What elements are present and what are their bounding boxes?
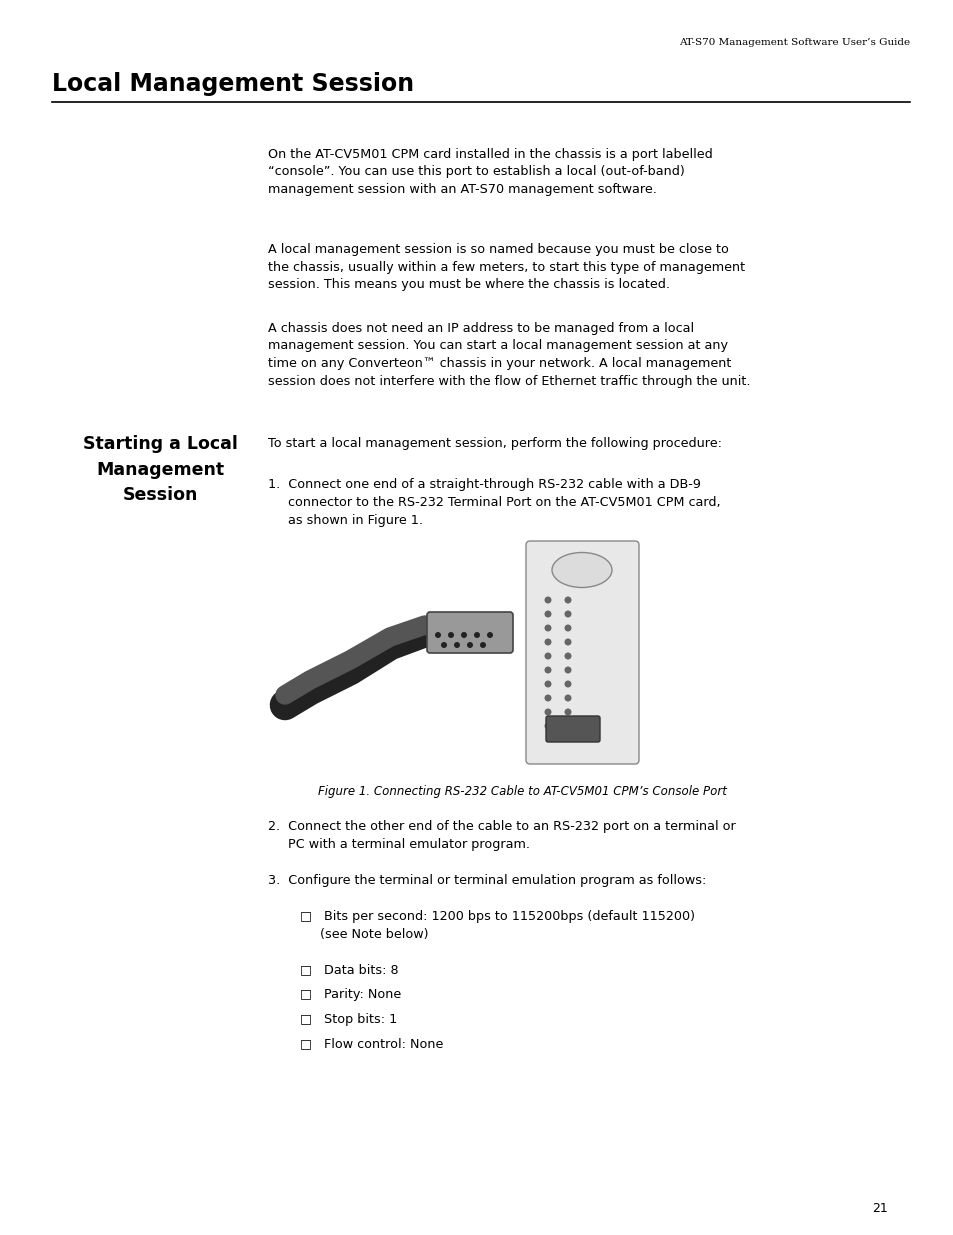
Circle shape — [486, 632, 493, 638]
Circle shape — [544, 625, 551, 631]
Text: □   Parity: None: □ Parity: None — [299, 988, 401, 1002]
Circle shape — [564, 694, 571, 701]
Circle shape — [564, 597, 571, 604]
Text: connector to the RS-232 Terminal Port on the AT-CV5M01 CPM card,: connector to the RS-232 Terminal Port on… — [268, 496, 720, 509]
Text: □   Bits per second: 1200 bps to 115200bps (default 115200): □ Bits per second: 1200 bps to 115200bps… — [299, 910, 695, 923]
Circle shape — [544, 597, 551, 604]
Circle shape — [564, 610, 571, 618]
Text: A chassis does not need an IP address to be managed from a local
management sess: A chassis does not need an IP address to… — [268, 322, 750, 388]
Text: as shown in Figure 1.: as shown in Figure 1. — [268, 514, 422, 527]
Circle shape — [544, 652, 551, 659]
Text: 1.  Connect one end of a straight-through RS-232 cable with a DB-9: 1. Connect one end of a straight-through… — [268, 478, 700, 492]
Text: 21: 21 — [871, 1202, 887, 1215]
Circle shape — [564, 709, 571, 715]
Text: Figure 1. Connecting RS-232 Cable to AT-CV5M01 CPM’s Console Port: Figure 1. Connecting RS-232 Cable to AT-… — [317, 785, 726, 798]
Circle shape — [544, 680, 551, 688]
Circle shape — [544, 610, 551, 618]
Text: A local management session is so named because you must be close to
the chassis,: A local management session is so named b… — [268, 243, 744, 291]
Ellipse shape — [552, 552, 612, 588]
Text: □   Stop bits: 1: □ Stop bits: 1 — [299, 1013, 396, 1026]
Circle shape — [564, 625, 571, 631]
Text: AT-S70 Management Software User’s Guide: AT-S70 Management Software User’s Guide — [679, 38, 909, 47]
Circle shape — [460, 632, 467, 638]
Circle shape — [544, 694, 551, 701]
Circle shape — [544, 638, 551, 646]
Circle shape — [564, 667, 571, 673]
Circle shape — [564, 680, 571, 688]
Circle shape — [467, 642, 473, 648]
FancyBboxPatch shape — [525, 541, 639, 764]
Circle shape — [544, 709, 551, 715]
Text: 2.  Connect the other end of the cable to an RS-232 port on a terminal or: 2. Connect the other end of the cable to… — [268, 820, 735, 832]
Circle shape — [440, 642, 447, 648]
Circle shape — [544, 667, 551, 673]
Text: □   Flow control: None: □ Flow control: None — [299, 1037, 443, 1050]
Circle shape — [544, 722, 551, 730]
Text: To start a local management session, perform the following procedure:: To start a local management session, per… — [268, 437, 721, 450]
Text: □   Data bits: 8: □ Data bits: 8 — [299, 963, 398, 976]
Circle shape — [474, 632, 479, 638]
FancyBboxPatch shape — [427, 613, 513, 653]
Text: Local Management Session: Local Management Session — [52, 72, 414, 96]
Text: Starting a Local
Management
Session: Starting a Local Management Session — [83, 435, 237, 504]
FancyBboxPatch shape — [545, 716, 599, 742]
Text: PC with a terminal emulator program.: PC with a terminal emulator program. — [268, 839, 530, 851]
Circle shape — [454, 642, 459, 648]
Circle shape — [564, 638, 571, 646]
Circle shape — [564, 652, 571, 659]
Circle shape — [435, 632, 440, 638]
Text: 3.  Configure the terminal or terminal emulation program as follows:: 3. Configure the terminal or terminal em… — [268, 874, 705, 887]
Text: (see Note below): (see Note below) — [299, 927, 428, 941]
Circle shape — [564, 722, 571, 730]
Text: On the AT-CV5M01 CPM card installed in the chassis is a port labelled
“console”.: On the AT-CV5M01 CPM card installed in t… — [268, 148, 712, 196]
Circle shape — [448, 632, 454, 638]
Circle shape — [479, 642, 485, 648]
